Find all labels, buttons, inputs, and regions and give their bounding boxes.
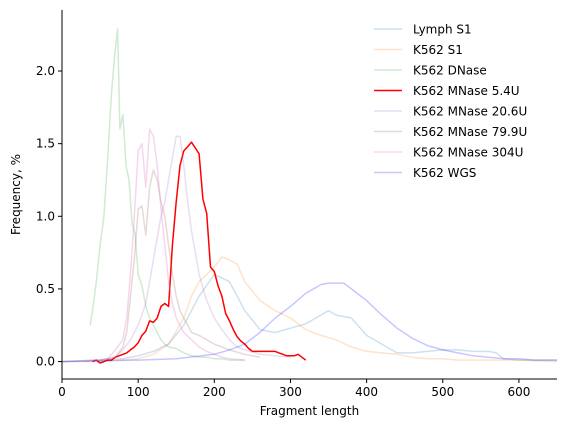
legend-label-4: K562 MNase 20.6U: [413, 105, 527, 119]
legend-label-5: K562 MNase 79.9U: [413, 125, 527, 139]
x-tick-label: 100: [127, 385, 150, 399]
legend-label-0: Lymph S1: [413, 23, 472, 37]
x-tick-label: 300: [279, 385, 302, 399]
y-tick-label: 1.5: [36, 137, 55, 151]
axes: 0 100 200 300 400 500 600 0.0 0.5 1.0 1.5 2.0 Frag…: [9, 10, 557, 418]
legend-label-3: K562 MNase 5.4U: [413, 84, 520, 98]
x-tick-label: 600: [507, 385, 530, 399]
series-line-4: [61, 135, 291, 363]
series-line-5: [99, 169, 261, 361]
x-tick-label: 0: [58, 385, 66, 399]
y-ticks: 0.0 0.5 1.0 1.5 2.0: [36, 64, 62, 369]
x-tick-label: 400: [355, 385, 378, 399]
y-axis-label: Frequency, %: [9, 154, 23, 235]
series-line-0: [61, 273, 557, 363]
legend-label-6: K562 MNase 304U: [413, 146, 523, 160]
x-tick-label: 200: [203, 385, 226, 399]
y-tick-label: 2.0: [36, 64, 55, 78]
series-line-3: [92, 141, 307, 364]
y-tick-label: 0.0: [36, 355, 55, 369]
series-line-1: [62, 256, 558, 363]
x-axis-label: Fragment length: [260, 404, 359, 418]
legend-label-1: K562 S1: [413, 43, 463, 57]
series-line-7: [61, 282, 557, 363]
y-tick-label: 1.0: [36, 209, 55, 223]
x-tick-label: 500: [431, 385, 454, 399]
x-ticks: 0 100 200 300 400 500 600: [58, 379, 530, 399]
y-tick-label: 0.5: [36, 282, 55, 296]
legend-label-2: K562 DNase: [413, 64, 487, 78]
legend-label-7: K562 WGS: [413, 166, 476, 180]
series-line-6: [84, 128, 245, 363]
legend: Lymph S1 K562 S1 K562 DNase K562 MNase 5.4U…: [374, 23, 527, 180]
series-line-2: [89, 28, 245, 361]
plot-lines: [61, 28, 558, 364]
